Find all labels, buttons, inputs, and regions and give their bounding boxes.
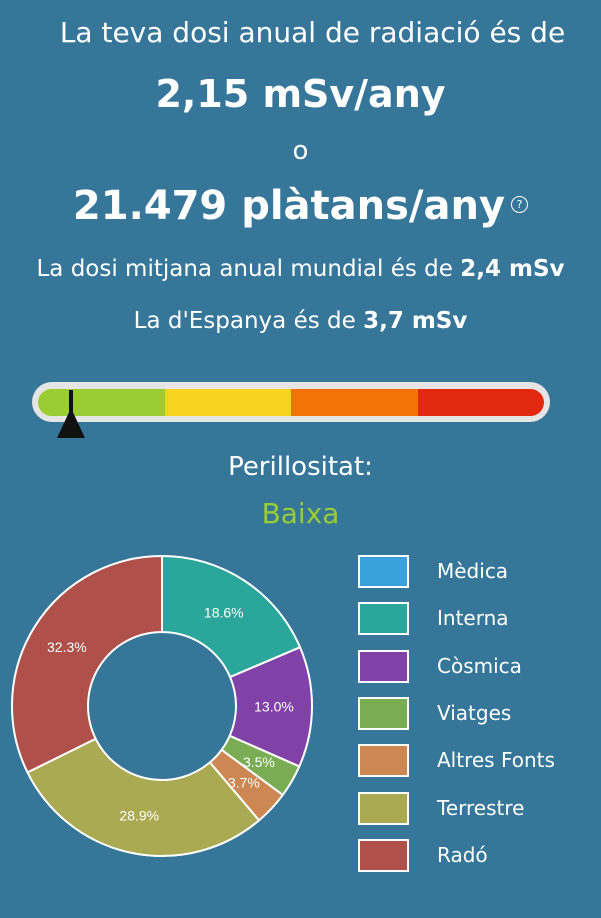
bananas-line: 21.479 plàtans/any? bbox=[0, 183, 601, 229]
legend-label: Radó bbox=[437, 842, 488, 867]
spain-average: La d'Espanya és de 3,7 mSv bbox=[0, 308, 601, 334]
spain-average-text: La d'Espanya és de bbox=[133, 308, 364, 334]
slice-interna[interactable] bbox=[161, 554, 302, 679]
slice-label: 13.0% bbox=[254, 699, 294, 715]
legend-label: Mèdica bbox=[437, 559, 509, 583]
legend-label: Interna bbox=[437, 606, 509, 631]
danger-gauge bbox=[32, 382, 550, 422]
or-text: o bbox=[292, 136, 309, 166]
slice-terrestre[interactable] bbox=[26, 737, 261, 857]
slice-label: 3.7% bbox=[228, 774, 260, 790]
danger-label: Perillositat: bbox=[228, 452, 373, 482]
world-average-text: La dosi mitjana anual mundial és de bbox=[36, 256, 461, 282]
dose-value: 2,15 mSv/any bbox=[155, 72, 446, 116]
legend-label: Altres Fonts bbox=[437, 748, 555, 773]
question-circle-icon[interactable]: ? bbox=[511, 195, 529, 213]
world-average: La dosi mitjana anual mundial és de 2,4 … bbox=[0, 256, 601, 282]
legend-swatch bbox=[358, 649, 409, 683]
slice-label: 28.9% bbox=[119, 808, 159, 824]
gauge-segment bbox=[38, 389, 165, 416]
legend-swatch bbox=[358, 555, 409, 588]
bananas-value: 21.479 plàtans/any bbox=[72, 183, 506, 229]
dose-intro: La teva dosi anual de radiació és de bbox=[59, 16, 566, 49]
legend-swatch bbox=[358, 602, 409, 636]
spain-average-value: 3,7 mSv bbox=[363, 308, 468, 334]
legend-label: Viatges bbox=[437, 700, 512, 725]
slice-radó[interactable] bbox=[11, 554, 163, 774]
dose-donut-chart: 18.6% 13.0% 3.5% 3.7% 28.9% 32.3% bbox=[11, 554, 313, 857]
legend-swatch bbox=[358, 744, 409, 778]
gauge-segment bbox=[164, 389, 291, 416]
legend-swatch bbox=[358, 696, 409, 730]
legend-swatch bbox=[358, 791, 409, 825]
world-average-value: 2,4 mSv bbox=[460, 256, 565, 282]
slice-label: 32.3% bbox=[47, 639, 87, 655]
danger-level: Baixa bbox=[261, 497, 340, 530]
legend-label: Terrestre bbox=[437, 795, 525, 820]
legend-label: Còsmica bbox=[437, 653, 522, 678]
slice-label: 3.5% bbox=[243, 754, 275, 770]
gauge-pointer-icon bbox=[56, 390, 85, 438]
legend-swatch bbox=[358, 838, 409, 872]
gauge-segment bbox=[291, 389, 418, 416]
slice-label: 18.6% bbox=[204, 605, 244, 621]
gauge-segment bbox=[417, 389, 544, 416]
